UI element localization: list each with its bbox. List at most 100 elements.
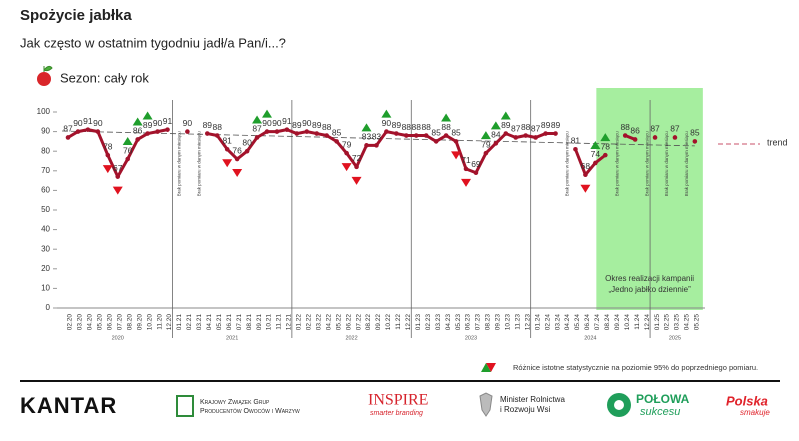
x-tick-label: 09.22 bbox=[375, 314, 382, 331]
x-tick-label: 06.21 bbox=[226, 314, 233, 331]
x-tick-label: 10.23 bbox=[505, 314, 512, 331]
x-tick-label: 09.21 bbox=[256, 314, 263, 331]
data-point bbox=[314, 131, 320, 136]
data-point bbox=[583, 172, 588, 178]
value-label: 90 bbox=[262, 118, 272, 128]
x-tick-label: 03.22 bbox=[315, 314, 322, 331]
value-label: 78 bbox=[601, 141, 611, 151]
x-tick-label: 02.24 bbox=[544, 314, 551, 331]
data-point bbox=[105, 152, 111, 158]
data-point bbox=[593, 160, 598, 166]
x-tick-label: 07.21 bbox=[236, 314, 243, 331]
data-point bbox=[85, 127, 91, 132]
data-point bbox=[404, 133, 409, 138]
data-point bbox=[603, 152, 608, 158]
x-tick-label: 07.23 bbox=[475, 314, 482, 331]
x-tick-label: 05.24 bbox=[574, 314, 581, 331]
data-point bbox=[364, 143, 369, 148]
data-point bbox=[384, 129, 389, 134]
x-tick-label: 02.23 bbox=[425, 314, 432, 331]
value-label: 71 bbox=[461, 155, 471, 165]
x-tick-label: 05.20 bbox=[97, 314, 104, 331]
value-label: 88 bbox=[412, 122, 422, 132]
significance-down bbox=[451, 151, 462, 160]
missing-label: Brak pomiaru w danym miesiącu bbox=[664, 131, 669, 197]
kzgpoiw-icon bbox=[176, 395, 194, 417]
value-label: 87 bbox=[63, 124, 73, 134]
data-point bbox=[672, 135, 678, 140]
value-label: 80 bbox=[242, 137, 252, 147]
x-tick-label: 08.21 bbox=[246, 314, 253, 331]
data-point bbox=[473, 170, 479, 176]
x-tick-label: 03.23 bbox=[435, 314, 442, 331]
significance-up bbox=[490, 121, 501, 130]
significance-up bbox=[600, 133, 611, 142]
title: Spożycie jabłka bbox=[20, 7, 132, 24]
x-tick-label: 03.20 bbox=[77, 314, 84, 331]
value-label: 83 bbox=[372, 132, 382, 142]
data-point bbox=[632, 137, 638, 142]
data-point bbox=[95, 129, 101, 134]
data-point bbox=[304, 129, 310, 134]
missing-label: Brak pomiaru w danym miesiącu bbox=[565, 131, 570, 197]
value-label: 86 bbox=[133, 126, 143, 136]
significance-note: Różnice istotne statystycznie na poziomi… bbox=[513, 363, 758, 372]
value-label: 85 bbox=[451, 128, 461, 138]
x-tick-label: 09.23 bbox=[495, 314, 502, 331]
significance-up bbox=[122, 137, 133, 146]
significance-down bbox=[580, 184, 591, 193]
value-label: 87 bbox=[650, 124, 660, 134]
data-point bbox=[254, 135, 260, 140]
data-point bbox=[214, 133, 220, 138]
x-tick-label: 06.22 bbox=[345, 314, 352, 331]
data-point bbox=[284, 127, 290, 132]
significance-down bbox=[461, 178, 471, 187]
x-tick-label: 05.23 bbox=[455, 314, 462, 331]
value-label: 89 bbox=[501, 120, 511, 130]
significance-down bbox=[102, 165, 113, 174]
x-tick-label: 02.22 bbox=[306, 314, 313, 331]
x-tick-label: 08.23 bbox=[485, 314, 492, 331]
value-label: 90 bbox=[272, 118, 282, 128]
value-label: 88 bbox=[441, 122, 451, 132]
data-point bbox=[513, 135, 519, 140]
data-point bbox=[125, 156, 130, 162]
x-tick-label: 03.25 bbox=[674, 314, 681, 331]
significance-up bbox=[381, 109, 392, 118]
value-label: 84 bbox=[491, 130, 501, 140]
x-tick-label: 01.22 bbox=[296, 314, 303, 331]
data-point bbox=[165, 127, 170, 132]
y-tick-label: 90 bbox=[41, 127, 50, 136]
value-label: 67 bbox=[113, 163, 123, 173]
data-point bbox=[374, 143, 379, 148]
x-tick-label: 06.24 bbox=[584, 314, 591, 331]
x-tick-label: 08.22 bbox=[365, 314, 372, 331]
value-label: 88 bbox=[213, 122, 223, 132]
value-label: 68 bbox=[581, 161, 591, 171]
significance-up bbox=[480, 131, 491, 140]
significance-down bbox=[341, 163, 352, 172]
kzgpoiw-line: Krajowy Związek Grup bbox=[200, 399, 270, 406]
x-tick-label: 12.21 bbox=[286, 314, 293, 331]
value-label: 89 bbox=[541, 120, 551, 130]
value-label: 69 bbox=[471, 159, 481, 169]
data-point bbox=[324, 133, 330, 138]
value-label: 89 bbox=[292, 120, 302, 130]
significance-down bbox=[232, 169, 243, 178]
x-tick-label: 01.21 bbox=[176, 314, 183, 331]
value-label: 76 bbox=[232, 145, 242, 155]
year-label: 2024 bbox=[584, 335, 596, 341]
value-label: 87 bbox=[670, 124, 680, 134]
x-tick-label: 12.20 bbox=[166, 314, 173, 331]
value-label: 89 bbox=[143, 120, 153, 130]
data-point bbox=[234, 156, 240, 162]
significance-down bbox=[222, 159, 233, 168]
value-label: 90 bbox=[73, 118, 83, 128]
trend-line bbox=[61, 130, 695, 147]
value-label: 88 bbox=[521, 122, 531, 132]
data-point bbox=[205, 131, 210, 136]
x-tick-label: 04.20 bbox=[87, 314, 94, 331]
y-tick-label: 20 bbox=[41, 264, 50, 273]
data-point bbox=[354, 164, 359, 170]
value-label: 91 bbox=[163, 116, 173, 126]
